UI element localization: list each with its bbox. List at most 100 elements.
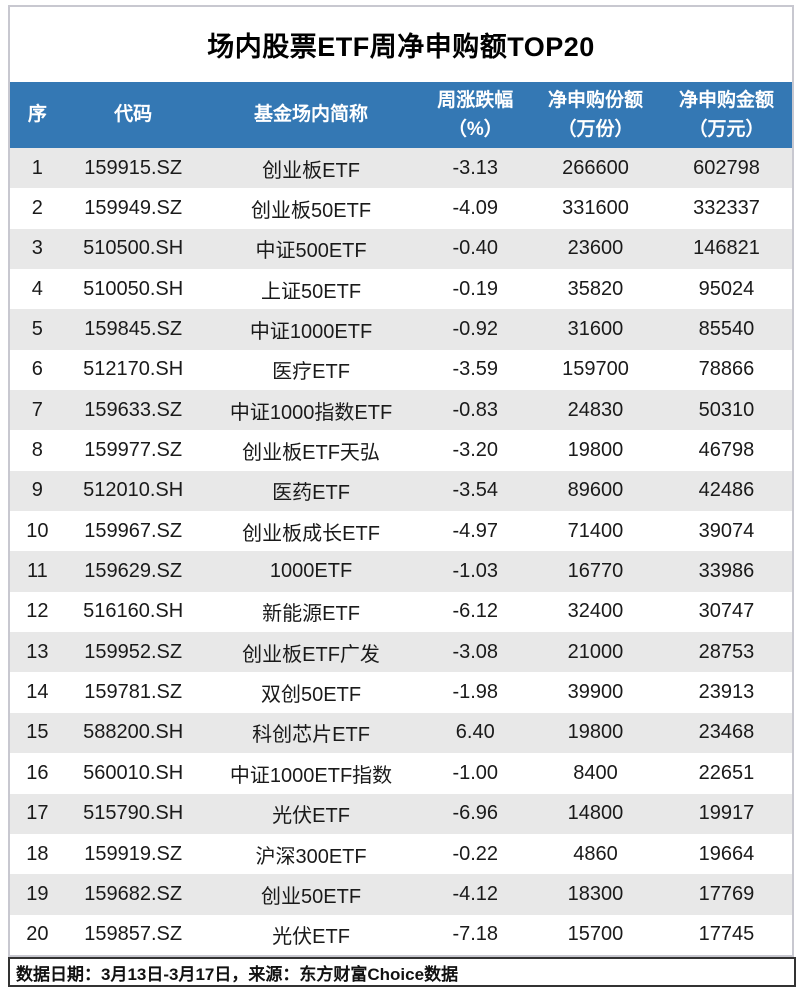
header-cell-net-subscription-amount: 净申购金额 （万元） <box>661 82 792 148</box>
change-cell: -0.83 <box>452 398 499 421</box>
table-row: 12 516160.SH 新能源ETF -6.12 32400 30747 <box>10 591 792 633</box>
table-row: 5 159845.SZ 中证1000ETF -0.92 31600 85540 <box>10 309 792 350</box>
table-row: 19 159682.SZ 创业50ETF -4.12 18300 17769 <box>10 874 792 915</box>
page-title: 场内股票ETF周净申购额TOP20 <box>207 32 595 62</box>
rank-cell: 3 <box>31 237 43 260</box>
table-row: 7 159633.SZ 中证1000指数ETF -0.83 24830 5031… <box>10 390 792 431</box>
header-cell-weekly-change: 周涨跌幅 （%） <box>421 82 530 148</box>
code-cell: 159919.SZ <box>84 842 183 865</box>
amount-cell: 332337 <box>693 197 760 220</box>
table-header: 序 代码 基金场内简称 周涨跌幅 （%） 净申购份额 （万份） 净申购金额 （万… <box>10 82 792 148</box>
fund-name-cell: 中证1000ETF指数 <box>229 764 393 787</box>
amount-cell: 28753 <box>698 640 755 663</box>
rank-cell: 19 <box>26 882 49 905</box>
footer-text: 数据日期：3月13日-3月17日，来源：东方财富Choice数据 <box>16 964 459 984</box>
change-cell: -3.13 <box>452 156 499 179</box>
amount-cell: 42486 <box>698 479 755 502</box>
change-cell: -1.03 <box>452 560 499 583</box>
shares-cell: 21000 <box>567 640 624 663</box>
table-row: 11 159629.SZ 1000ETF -1.03 16770 33986 <box>10 551 792 592</box>
header-label: 周涨跌幅 <box>437 89 514 111</box>
rank-cell: 6 <box>31 358 43 381</box>
fund-name-cell: 光伏ETF <box>272 805 350 828</box>
code-cell: 512170.SH <box>83 358 184 381</box>
change-cell: 6.40 <box>455 721 495 744</box>
rank-cell: 15 <box>26 721 49 744</box>
header-cell-rank: 序 <box>10 82 65 148</box>
fund-name-cell: 中证1000ETF <box>249 321 373 344</box>
code-cell: 159952.SZ <box>84 640 183 663</box>
code-cell: 516160.SH <box>83 600 184 623</box>
code-cell: 560010.SH <box>83 761 184 784</box>
rank-cell: 10 <box>26 519 49 542</box>
amount-cell: 95024 <box>698 277 755 300</box>
change-cell: -0.92 <box>452 318 499 341</box>
amount-cell: 50310 <box>698 398 755 421</box>
shares-cell: 331600 <box>562 197 629 220</box>
footer-note: 数据日期：3月13日-3月17日，来源：东方财富Choice数据 <box>8 957 796 987</box>
table-row: 16 560010.SH 中证1000ETF指数 -1.00 8400 2265… <box>10 753 792 794</box>
amount-cell: 85540 <box>698 318 755 341</box>
header-unit: （万元） <box>688 119 765 140</box>
fund-name-cell: 沪深300ETF <box>255 845 367 868</box>
fund-name-cell: 1000ETF <box>269 560 353 583</box>
table-row: 3 510500.SH 中证500ETF -0.40 23600 146821 <box>10 228 792 270</box>
code-cell: 512010.SH <box>83 479 184 502</box>
fund-name-cell: 双创50ETF <box>261 684 362 707</box>
code-cell: 159967.SZ <box>84 519 183 542</box>
code-cell: 510050.SH <box>83 277 184 300</box>
code-cell: 159857.SZ <box>84 923 183 946</box>
change-cell: -0.19 <box>452 277 499 300</box>
shares-cell: 32400 <box>567 600 624 623</box>
change-cell: -4.97 <box>452 519 499 542</box>
amount-cell: 39074 <box>698 519 755 542</box>
header-label: 代码 <box>114 104 153 126</box>
amount-cell: 30747 <box>698 600 755 623</box>
amount-cell: 23913 <box>698 681 755 704</box>
fund-name-cell: 中证500ETF <box>255 240 367 263</box>
code-cell: 159977.SZ <box>84 439 183 462</box>
change-cell: -3.59 <box>452 358 499 381</box>
rank-cell: 2 <box>31 197 43 220</box>
fund-name-cell: 创业板成长ETF <box>242 522 380 545</box>
change-cell: -6.96 <box>452 802 499 825</box>
fund-name-cell: 光伏ETF <box>272 926 350 949</box>
header-unit: （%） <box>447 119 503 140</box>
change-cell: -1.98 <box>452 681 499 704</box>
table-body: 1 159915.SZ 创业板ETF -3.13 266600 602798 2… <box>10 148 792 955</box>
change-cell: -4.09 <box>452 197 499 220</box>
code-cell: 159633.SZ <box>84 398 183 421</box>
shares-cell: 89600 <box>567 479 624 502</box>
rank-cell: 12 <box>26 600 49 623</box>
shares-cell: 71400 <box>567 519 624 542</box>
table-row: 6 512170.SH 医疗ETF -3.59 159700 78866 <box>10 349 792 391</box>
change-cell: -6.12 <box>452 600 499 623</box>
shares-cell: 19800 <box>567 721 624 744</box>
code-cell: 588200.SH <box>83 721 184 744</box>
change-cell: -1.00 <box>452 761 499 784</box>
shares-cell: 23600 <box>567 237 624 260</box>
header-label: 净申购金额 <box>678 89 774 111</box>
header-label: 序 <box>27 104 47 126</box>
amount-cell: 146821 <box>693 237 760 260</box>
table-row: 10 159967.SZ 创业板成长ETF -4.97 71400 39074 <box>10 511 792 552</box>
shares-cell: 266600 <box>562 156 629 179</box>
shares-cell: 18300 <box>567 882 624 905</box>
shares-cell: 15700 <box>567 923 624 946</box>
shares-cell: 159700 <box>562 358 629 381</box>
fund-name-cell: 新能源ETF <box>262 603 360 626</box>
table-row: 1 159915.SZ 创业板ETF -3.13 266600 602798 <box>10 148 792 189</box>
amount-cell: 17745 <box>698 923 755 946</box>
rank-cell: 8 <box>31 439 43 462</box>
rank-cell: 16 <box>26 761 49 784</box>
fund-name-cell: 创业板ETF <box>262 159 360 182</box>
shares-cell: 35820 <box>567 277 624 300</box>
table-row: 9 512010.SH 医药ETF -3.54 89600 42486 <box>10 470 792 512</box>
amount-cell: 78866 <box>698 358 755 381</box>
table-row: 20 159857.SZ 光伏ETF -7.18 15700 17745 <box>10 914 792 955</box>
change-cell: -0.40 <box>452 237 499 260</box>
fund-name-cell: 中证1000指数ETF <box>229 401 393 424</box>
header-cell-code: 代码 <box>65 82 202 148</box>
code-cell: 159915.SZ <box>84 156 183 179</box>
amount-cell: 19664 <box>698 842 755 865</box>
